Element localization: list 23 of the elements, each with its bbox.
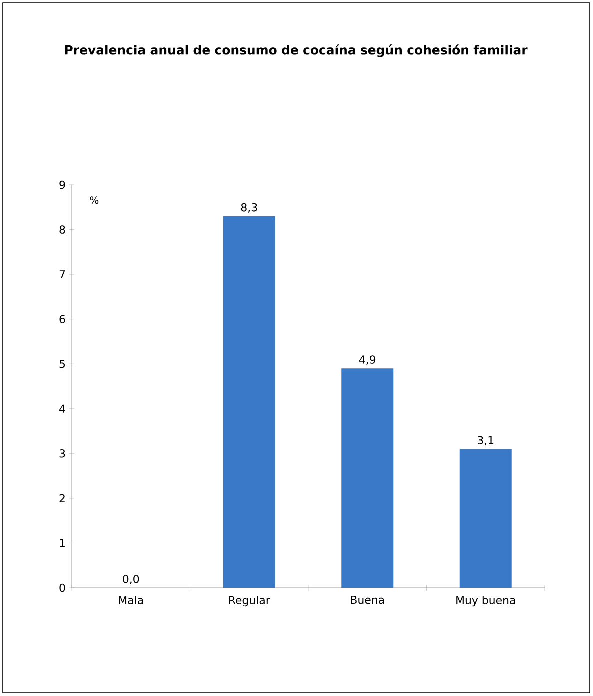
- data-label: 3,1: [478, 436, 494, 446]
- x-tick-label: Regular: [229, 596, 270, 607]
- bar: [460, 449, 512, 588]
- y-axis-title: %: [90, 196, 99, 204]
- y-tick-label: 7: [60, 270, 66, 279]
- y-tick-label: 9: [60, 180, 66, 190]
- y-tick-label: 4: [60, 404, 66, 413]
- data-label: 8,3: [241, 203, 258, 213]
- y-tick-label: 8: [60, 226, 66, 234]
- y-tick-label: 3: [60, 450, 66, 458]
- data-label: 0,0: [123, 575, 140, 584]
- chart-title: Prevalencia anual de consumo de cocaína según cohesión familiar: [65, 44, 528, 58]
- data-label: 4,9: [359, 356, 376, 366]
- y-tick-label: 5: [60, 360, 66, 368]
- x-tick-label: Muy buena: [456, 596, 516, 607]
- x-tick-label: Buena: [351, 596, 384, 604]
- y-tick-label: 2: [60, 494, 65, 503]
- y-tick-label: 0: [60, 584, 66, 592]
- x-tick-label: Mala: [119, 596, 144, 604]
- y-tick-label: 6: [60, 315, 66, 324]
- bar: [223, 216, 276, 588]
- y-tick-label: 1: [60, 539, 65, 548]
- bar: [342, 368, 394, 588]
